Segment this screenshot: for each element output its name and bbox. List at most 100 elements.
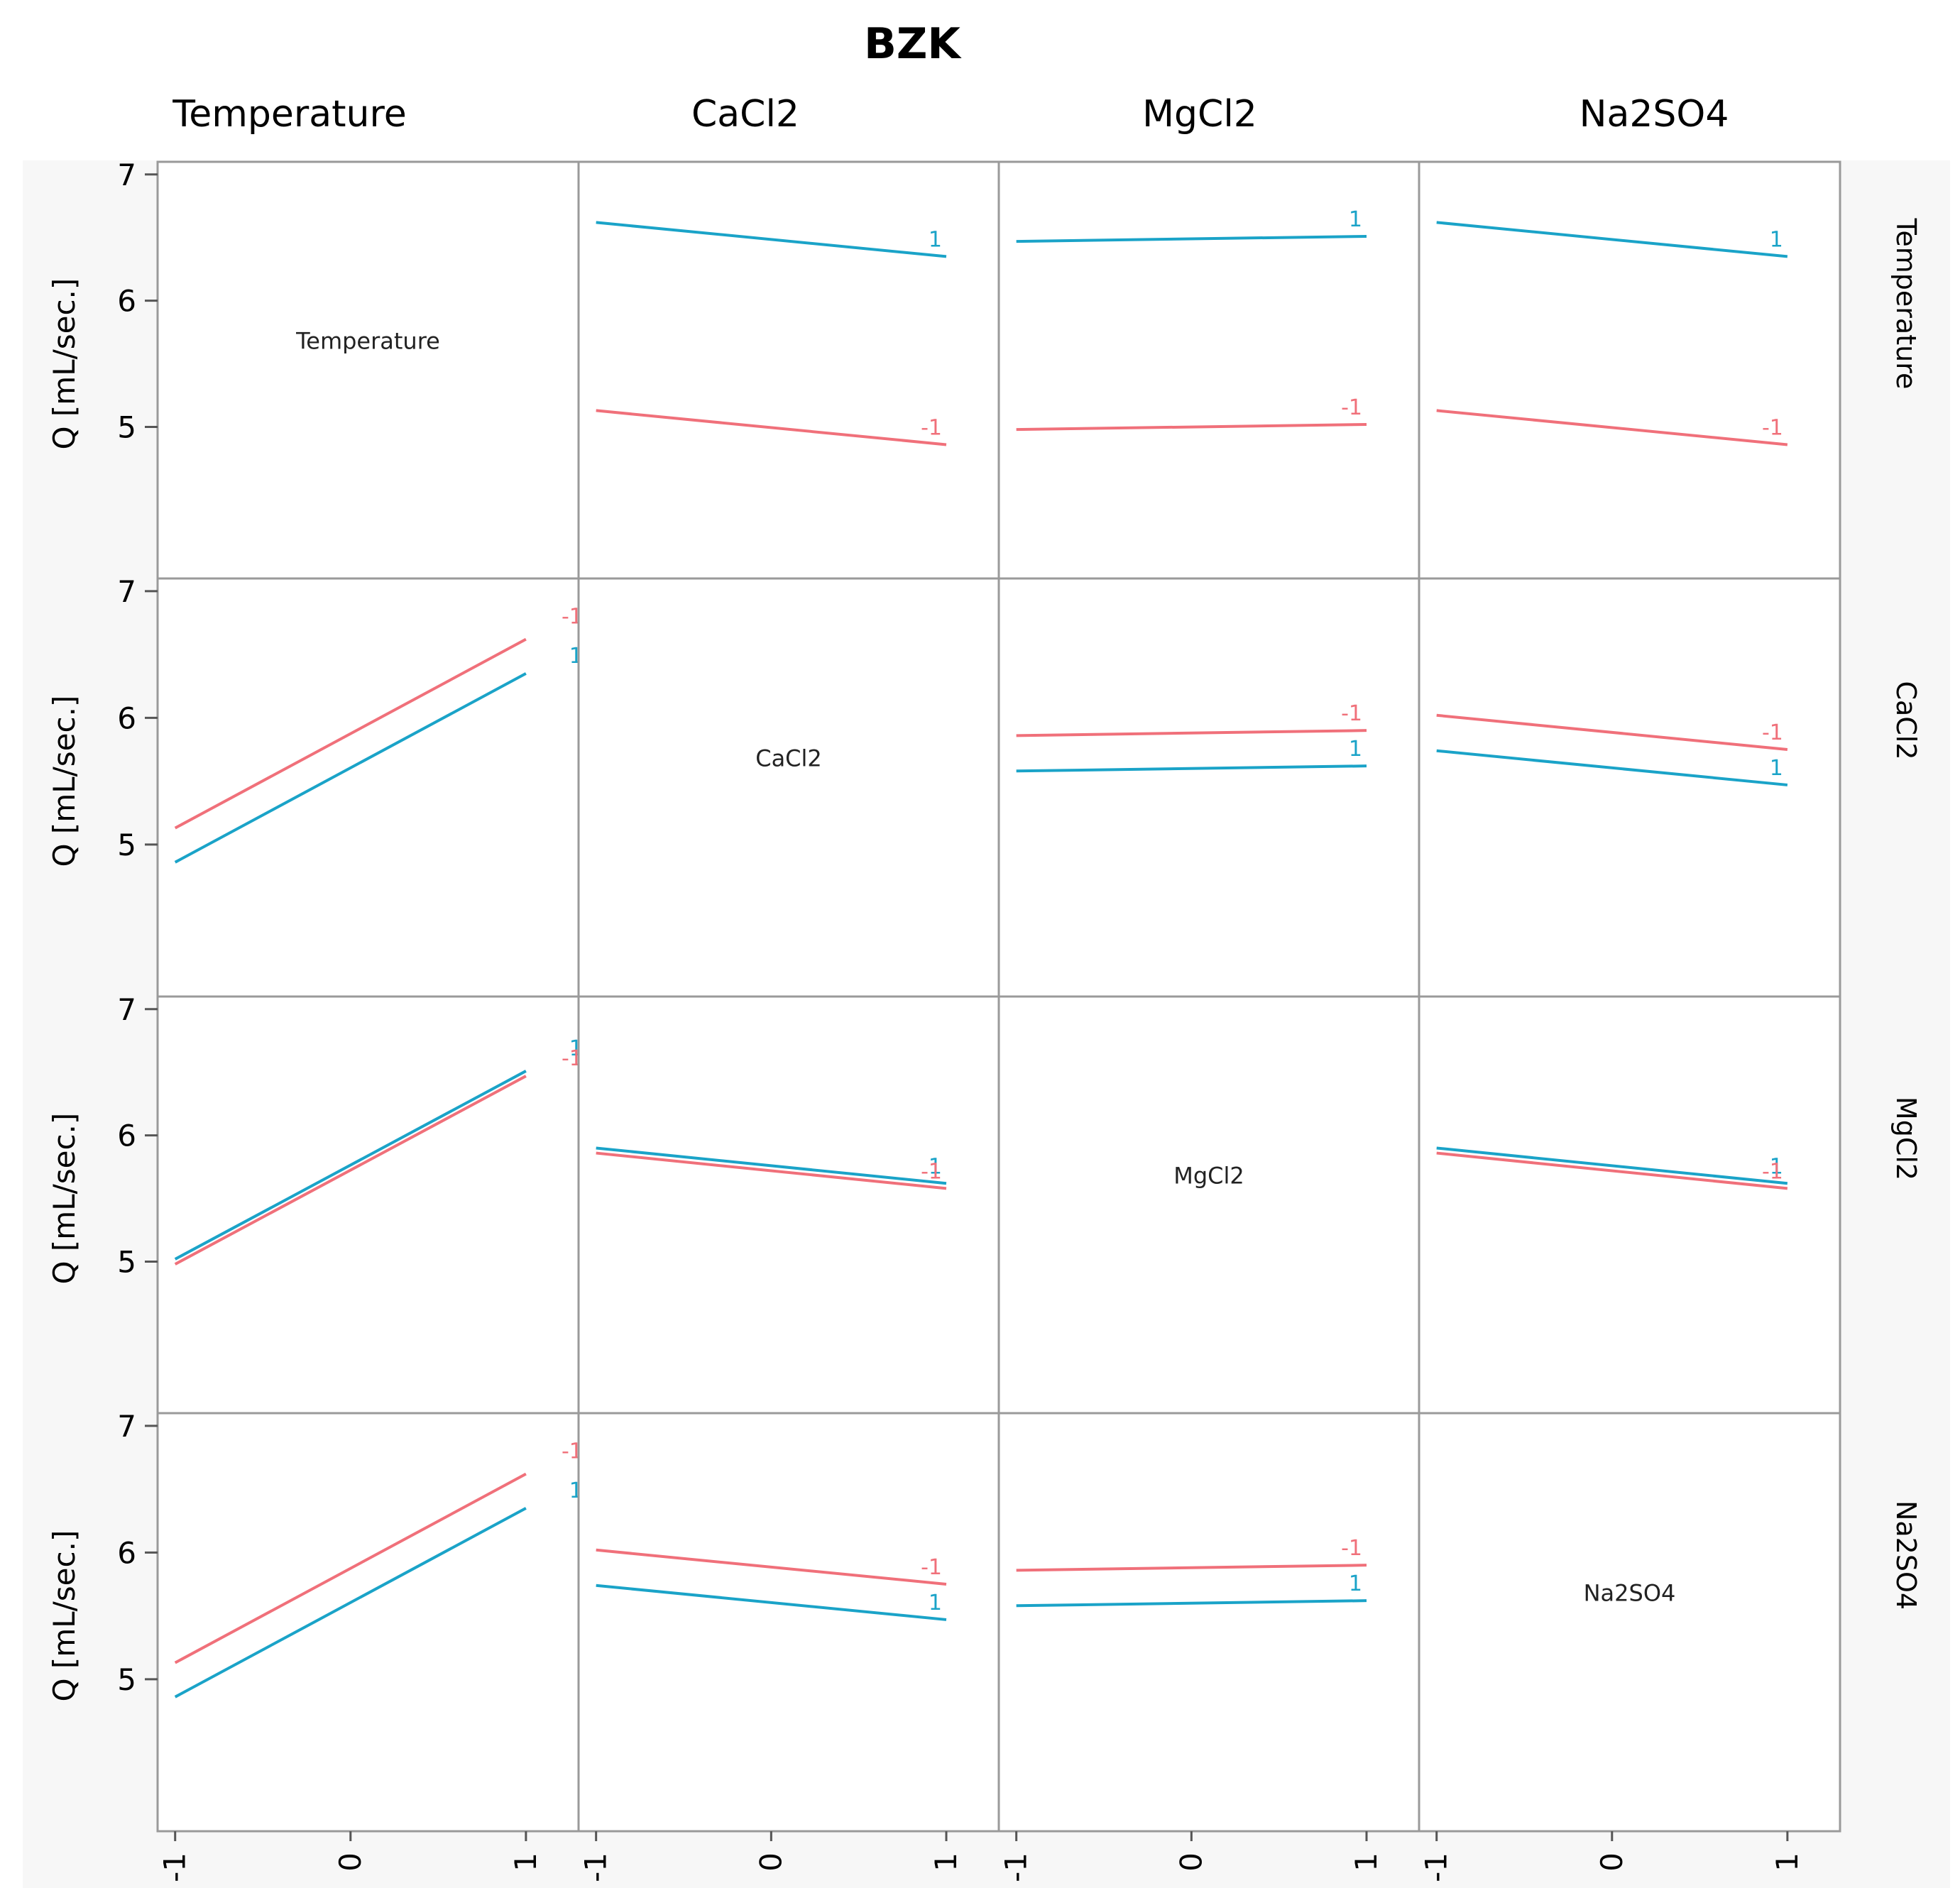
- series-line-pos1: [596, 1584, 947, 1621]
- series-line-neg1: [1436, 713, 1788, 751]
- panel-frame: [577, 1412, 1000, 1833]
- series-end-label-neg1: -1: [1762, 415, 1783, 440]
- series-line-pos1: [1436, 749, 1788, 786]
- panel-frame: [1418, 160, 1841, 580]
- series-end-label-pos1: 1: [1770, 1154, 1783, 1179]
- series-line-pos1: [596, 1146, 947, 1185]
- row-label-cacl2: CaCl2: [1890, 681, 1922, 759]
- y-axis-row-0: 5 6 7 Q [mL/sec.]: [47, 158, 158, 450]
- column-header-mgcl2: MgCl2: [1142, 93, 1257, 136]
- panel-frame: [156, 1412, 580, 1833]
- y-tick-label: 6: [117, 701, 136, 735]
- series-line-pos1: [174, 1070, 527, 1261]
- series-end-label-pos1: 1: [929, 227, 942, 252]
- panel-frame: [156, 160, 580, 580]
- y-axis-row-1: 5 6 7 Q [mL/sec.]: [47, 574, 158, 867]
- y-axis-label: Q [mL/sec.]: [47, 696, 82, 867]
- panel-r2-c1: 1-1: [577, 995, 1000, 1415]
- series-line-pos1: [1016, 234, 1367, 243]
- panel-frame: [1418, 1412, 1841, 1833]
- panel-frame: [577, 577, 1000, 998]
- diagonal-label-mgcl2: MgCl2: [1173, 1163, 1244, 1190]
- y-tick-label: 7: [117, 992, 136, 1027]
- series-line-neg1: [1436, 1151, 1788, 1190]
- panel-r2-c0: 1-1: [156, 995, 583, 1415]
- series-line-neg1: [1016, 422, 1367, 432]
- series-line-pos1: [596, 221, 947, 258]
- panel-r2-c3: 1-1: [1418, 995, 1841, 1415]
- y-tick-label: 5: [117, 1245, 136, 1280]
- panel-grid: Temperature1-11-11-1-11CaCl2-11-111-11-1…: [156, 160, 1841, 1833]
- series-end-label-neg1: -1: [921, 1159, 942, 1184]
- panel-r2-c2: MgCl2: [997, 995, 1420, 1415]
- row-labels: Temperature CaCl2 MgCl2 Na2SO4: [1890, 218, 1922, 1610]
- series-line-neg1: [1016, 729, 1367, 737]
- series-end-label-neg1: -1: [921, 415, 942, 440]
- panel-frame: [997, 1412, 1420, 1833]
- x-tick-label: 0: [333, 1853, 368, 1872]
- y-tick-label: 7: [117, 1409, 136, 1444]
- series-end-label-neg1: -1: [921, 1555, 942, 1580]
- panel-frame: [577, 160, 1000, 580]
- panel-r3-c2: -11: [997, 1412, 1420, 1833]
- panel-frame: [156, 995, 580, 1415]
- panel-r0-c3: 1 -1: [1418, 160, 1841, 580]
- panel-frame: [1418, 577, 1841, 998]
- column-headers: Temperature CaCl2 MgCl2 Na2SO4: [172, 93, 1729, 136]
- series-end-label-pos1: 1: [1770, 756, 1783, 781]
- series-line-neg1: [174, 1472, 527, 1664]
- series-line-pos1: [1016, 764, 1367, 773]
- series-end-label-neg1: -1: [1762, 720, 1783, 745]
- panel-r1-c2: -11: [997, 577, 1420, 998]
- y-axes: 5 6 7 Q [mL/sec.] 5 6 7 Q [mL/sec.] 5 6 7 Q [mL/sec…: [47, 158, 158, 1701]
- x-axis-col-0: -1 0 1: [158, 1831, 543, 1882]
- series-end-label-pos1: 1: [1349, 737, 1362, 762]
- row-label-temperature: Temperature: [1890, 218, 1922, 390]
- y-tick-label: 7: [117, 158, 136, 192]
- y-tick-label: 6: [117, 284, 136, 319]
- panel-r0-c1: 1 -1: [577, 160, 1000, 580]
- panel-r0-c2: 1 -1: [997, 160, 1420, 580]
- series-end-label-neg1: -1: [1341, 395, 1362, 420]
- x-axis-col-2: -1 0 1: [999, 1831, 1384, 1882]
- x-axis-col-1: -1 0 1: [579, 1831, 963, 1882]
- panel-frame: [997, 160, 1420, 580]
- series-line-pos1: [174, 1507, 527, 1698]
- series-line-neg1: [596, 1548, 947, 1586]
- series-line-neg1: [596, 1151, 947, 1190]
- y-axis-label: Q [mL/sec.]: [47, 1113, 82, 1285]
- x-tick-label: 0: [1594, 1853, 1629, 1872]
- y-tick-label: 6: [117, 1535, 136, 1570]
- x-tick-label: -1: [999, 1853, 1034, 1882]
- panel-frame: [997, 577, 1420, 998]
- panel-frame: [156, 577, 580, 998]
- y-tick-label: 6: [117, 1119, 136, 1153]
- panel-r0-c0: Temperature: [156, 160, 580, 580]
- series-line-pos1: [1436, 1146, 1788, 1185]
- series-end-label-neg1: -1: [1341, 701, 1362, 726]
- x-tick-label: 1: [929, 1853, 963, 1872]
- series-end-label-pos1: 1: [1770, 227, 1783, 252]
- column-header-cacl2: CaCl2: [691, 93, 799, 136]
- x-tick-label: 1: [1349, 1853, 1384, 1872]
- panel-r3-c0: -11: [156, 1412, 583, 1833]
- series-line-neg1: [1016, 1564, 1367, 1572]
- series-line-pos1: [1016, 1599, 1367, 1608]
- y-axis-row-3: 5 6 7 Q [mL/sec.]: [47, 1409, 158, 1701]
- chart-title: BZK: [864, 19, 962, 69]
- series-line-pos1: [174, 672, 527, 864]
- series-end-label-pos1: 1: [1349, 1571, 1362, 1596]
- panel-frame: [577, 995, 1000, 1415]
- y-tick-label: 7: [117, 574, 136, 609]
- series-end-label-pos1: 1: [1349, 207, 1362, 232]
- x-tick-label: 1: [1770, 1853, 1805, 1872]
- panel-r3-c1: -11: [577, 1412, 1000, 1833]
- series-line-neg1: [174, 1075, 527, 1266]
- series-line-neg1: [596, 409, 947, 446]
- series-end-label-pos1: 1: [929, 1591, 942, 1615]
- x-axis-col-3: -1 0 1: [1419, 1831, 1805, 1882]
- series-end-label-pos1: 1: [929, 1154, 942, 1179]
- x-tick-label: -1: [1419, 1853, 1454, 1882]
- y-tick-label: 5: [117, 828, 136, 862]
